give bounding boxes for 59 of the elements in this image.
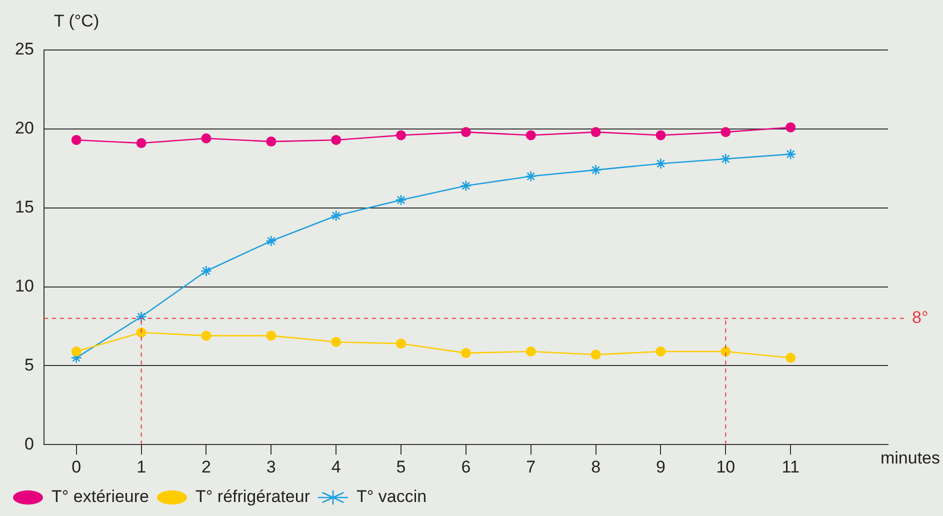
point [656, 346, 666, 356]
x-tick-label: 2 [202, 457, 211, 476]
point [266, 136, 276, 147]
y-tick-label: 20 [14, 118, 34, 138]
point [201, 133, 212, 144]
x-tick-label: 0 [72, 457, 82, 476]
point [786, 122, 796, 132]
point [331, 134, 342, 145]
x-tick-label: 7 [526, 457, 536, 476]
point [590, 127, 601, 138]
point [590, 350, 601, 360]
point [720, 346, 731, 356]
point [396, 338, 406, 349]
ref-line-label: 8° [912, 308, 928, 328]
x-tick-label: 3 [266, 457, 276, 476]
point [784, 148, 796, 160]
y-tick-label: 25 [14, 40, 34, 59]
x-tick-label: 11 [782, 457, 800, 476]
point [331, 337, 342, 348]
point [526, 130, 536, 140]
x-tick-label: 5 [396, 457, 406, 476]
x-tick-label: 4 [331, 457, 341, 476]
point [720, 127, 731, 138]
x-tick-label: 8 [591, 457, 601, 476]
x-tick-label: 10 [716, 457, 736, 476]
legend-label: T° vaccin [356, 487, 427, 506]
point [71, 346, 82, 356]
point [136, 328, 146, 338]
point [136, 311, 147, 322]
point [656, 130, 666, 140]
point [786, 352, 796, 363]
point [590, 164, 602, 176]
x-tick-label: 6 [461, 457, 471, 476]
point [136, 138, 146, 148]
x-tick-label: 9 [656, 457, 666, 476]
point [71, 134, 82, 145]
point [460, 127, 471, 138]
point [460, 180, 472, 192]
point [396, 130, 406, 140]
y-tick-label: 15 [14, 198, 34, 217]
point [460, 348, 471, 358]
x-axis-title: minutes [880, 448, 940, 468]
point [526, 346, 536, 356]
point [201, 330, 212, 341]
point [525, 170, 537, 182]
legend-label: T° extérieure [52, 487, 150, 506]
y-tick-label: 5 [24, 355, 34, 374]
point [655, 158, 666, 170]
y-tick-label: 0 [24, 434, 34, 454]
point [200, 265, 212, 277]
legend-label: T° réfrigérateur [196, 487, 310, 506]
x-tick-label: 1 [136, 457, 146, 476]
point [330, 210, 342, 222]
point [720, 153, 732, 165]
y-tick-label: 10 [14, 276, 34, 296]
point [266, 235, 277, 247]
y-axis-title: T (°C) [54, 12, 100, 31]
point [266, 330, 276, 341]
point [395, 194, 407, 206]
